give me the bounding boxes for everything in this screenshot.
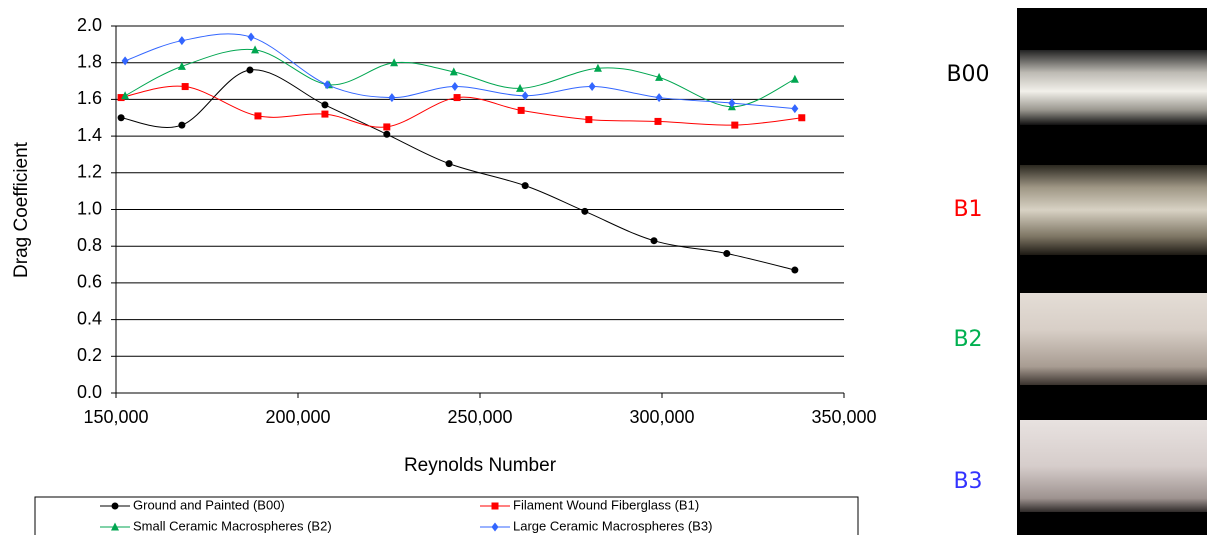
legend-label: Small Ceramic Macrospheres (B2) <box>133 518 332 533</box>
marker <box>451 82 459 92</box>
x-tick-label: 150,000 <box>83 407 148 427</box>
marker <box>181 83 189 91</box>
marker <box>251 45 260 54</box>
marker <box>117 94 125 102</box>
marker <box>177 61 186 70</box>
y-tick-label: 0.4 <box>77 308 102 328</box>
sample-label: B2 <box>953 327 982 352</box>
marker <box>117 114 125 122</box>
x-tick-label: 200,000 <box>265 407 330 427</box>
y-axis-title: Drag Coefficient <box>11 141 32 278</box>
marker <box>516 83 525 92</box>
sample-label: B00 <box>946 62 989 87</box>
marker <box>491 522 499 532</box>
marker <box>655 72 664 81</box>
marker <box>321 110 329 118</box>
marker <box>323 80 331 90</box>
x-tick-label: 300,000 <box>629 407 694 427</box>
series-line <box>121 85 802 128</box>
marker <box>581 207 589 215</box>
marker <box>246 66 254 74</box>
y-tick-label: 1.6 <box>77 88 102 108</box>
marker <box>521 91 529 101</box>
marker <box>517 106 525 114</box>
legend-box <box>34 496 859 535</box>
marker <box>791 266 799 274</box>
marker <box>321 101 329 109</box>
y-tick-label: 1.2 <box>77 162 102 182</box>
marker <box>121 91 130 100</box>
marker <box>247 32 255 42</box>
y-tick-label: 0.6 <box>77 272 102 292</box>
y-tick-label: 0.0 <box>77 382 102 402</box>
marker <box>798 114 806 122</box>
marker <box>383 123 391 131</box>
marker <box>111 502 119 510</box>
marker <box>593 63 602 72</box>
marker <box>654 117 662 125</box>
marker <box>111 522 119 531</box>
marker <box>453 94 461 102</box>
sample-photo <box>1020 165 1207 255</box>
marker <box>791 104 799 114</box>
y-tick-label: 0.8 <box>77 235 102 255</box>
sample-label: B1 <box>953 197 982 222</box>
marker <box>178 36 186 46</box>
y-tick-label: 2.0 <box>77 15 102 35</box>
marker <box>588 82 596 92</box>
sample-label: B3 <box>953 469 982 494</box>
marker <box>390 58 399 67</box>
marker <box>491 502 499 510</box>
y-tick-label: 0.2 <box>77 345 102 365</box>
marker <box>723 250 731 258</box>
marker <box>731 121 739 129</box>
legend-label: Ground and Painted (B00) <box>133 497 285 512</box>
x-tick-label: 350,000 <box>811 407 876 427</box>
marker <box>790 74 799 83</box>
marker <box>655 93 663 103</box>
marker <box>254 112 262 120</box>
marker <box>728 98 736 108</box>
marker <box>445 160 453 168</box>
marker <box>178 121 186 129</box>
sample-photo <box>1020 50 1207 125</box>
legend-label: Filament Wound Fiberglass (B1) <box>513 497 699 512</box>
marker <box>388 93 396 103</box>
marker <box>383 130 391 138</box>
marker <box>449 67 458 76</box>
legend-label: Large Ceramic Macrospheres (B3) <box>513 518 712 533</box>
x-tick-label: 250,000 <box>447 407 512 427</box>
y-tick-label: 1.8 <box>77 51 102 71</box>
y-tick-label: 1.4 <box>77 125 102 145</box>
x-axis-title: Reynolds Number <box>404 455 557 476</box>
marker <box>121 56 129 66</box>
y-tick-label: 1.0 <box>77 198 102 218</box>
marker <box>521 182 529 190</box>
marker <box>650 237 658 245</box>
marker <box>585 116 593 124</box>
sample-photo <box>1020 420 1207 512</box>
sample-photo <box>1020 293 1207 385</box>
